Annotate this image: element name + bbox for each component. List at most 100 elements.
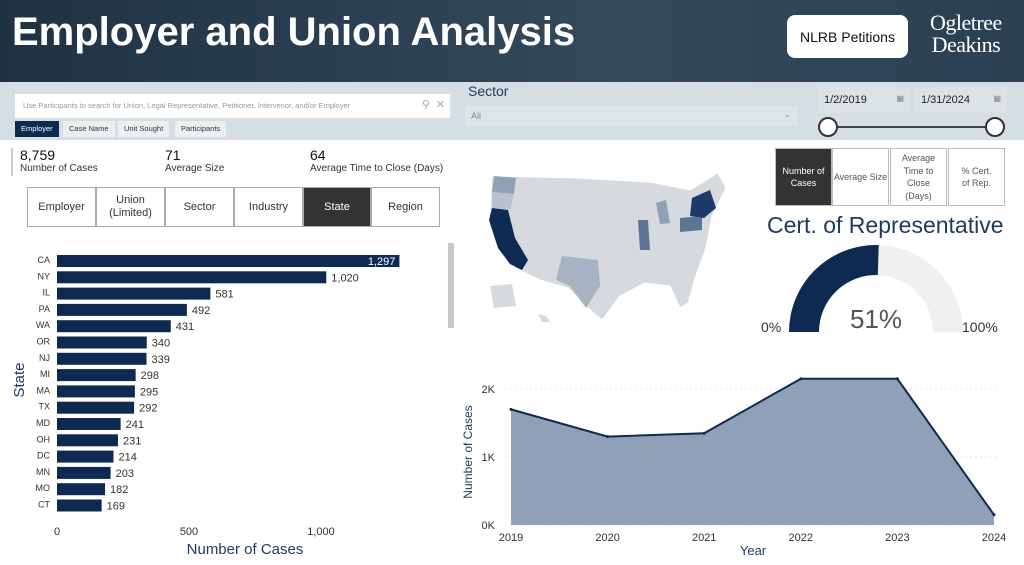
tab-union-limited[interactable]: Union (Limited) bbox=[96, 187, 165, 227]
kpi-label: Average Size bbox=[165, 163, 225, 174]
bar-value-label: 298 bbox=[141, 370, 159, 382]
bar-x-axis-title: Number of Cases bbox=[187, 541, 304, 558]
bar-category-label: CA bbox=[37, 255, 50, 265]
kpi-number-of-cases: 8,759 Number of Cases bbox=[20, 147, 98, 174]
search-tab-unit-sought[interactable]: Unit Sought bbox=[118, 121, 170, 137]
area-x-tick-label: 2024 bbox=[982, 532, 1006, 544]
measure-number-of-cases[interactable]: Number of Cases bbox=[775, 148, 832, 206]
date-slider-track[interactable] bbox=[828, 126, 995, 128]
area-x-tick-label: 2021 bbox=[692, 532, 716, 544]
tab-state[interactable]: State bbox=[303, 187, 371, 227]
bar-x-tick-label: 0 bbox=[54, 526, 60, 538]
map-state-il[interactable] bbox=[638, 220, 650, 250]
search-icon[interactable]: ⚲ bbox=[421, 99, 430, 111]
bar-chart-scrollbar[interactable] bbox=[448, 243, 454, 328]
close-icon[interactable]: ✕ bbox=[435, 99, 445, 111]
gauge-min-label: 0% bbox=[761, 319, 781, 335]
bar-category-label: WA bbox=[36, 320, 50, 330]
gauge-max-label: 100% bbox=[962, 319, 998, 335]
gauge-value: 51% bbox=[850, 304, 902, 334]
gauge-fill bbox=[789, 245, 879, 332]
kpi-value: 64 bbox=[310, 147, 326, 163]
us-map[interactable] bbox=[480, 168, 740, 328]
search-tab-participants[interactable]: Participants bbox=[175, 121, 227, 137]
bar bbox=[57, 401, 135, 414]
area-x-tick-label: 2022 bbox=[789, 532, 813, 544]
map-state-hi[interactable] bbox=[538, 314, 550, 322]
bar-value-label: 1,020 bbox=[331, 272, 359, 284]
map-state-tx[interactable] bbox=[556, 256, 600, 308]
date-slider-end-handle[interactable] bbox=[985, 117, 1005, 137]
bar bbox=[57, 499, 102, 512]
bar-category-label: NJ bbox=[39, 353, 50, 363]
search-tab-employer[interactable]: Employer bbox=[15, 121, 59, 137]
area-point bbox=[606, 435, 610, 439]
end-date: 1/31/2024 bbox=[921, 94, 970, 106]
bar-category-label: CT bbox=[38, 500, 50, 510]
bar bbox=[57, 385, 135, 398]
end-date-input[interactable]: 1/31/2024 ▦ bbox=[915, 87, 1007, 113]
tab-region[interactable]: Region bbox=[371, 187, 440, 227]
map-state-pa[interactable] bbox=[680, 216, 702, 232]
bar-category-label: OH bbox=[37, 434, 51, 444]
bar bbox=[57, 303, 187, 316]
map-land bbox=[489, 172, 727, 321]
bar-category-label: OR bbox=[37, 337, 51, 347]
bar bbox=[57, 336, 147, 349]
area-fill bbox=[511, 378, 994, 525]
measure-average-size[interactable]: Average Size bbox=[832, 148, 889, 206]
area-y-tick-label: 0K bbox=[482, 520, 496, 532]
bar bbox=[57, 450, 114, 463]
bar-category-label: MA bbox=[37, 385, 51, 395]
calendar-icon[interactable]: ▦ bbox=[896, 94, 904, 103]
area-y-tick-label: 2K bbox=[482, 384, 496, 396]
bar-category-label: NY bbox=[37, 271, 50, 281]
bar bbox=[57, 255, 400, 267]
area-point bbox=[702, 431, 706, 435]
calendar-icon[interactable]: ▦ bbox=[993, 94, 1001, 103]
measure-average-time-to-close[interactable]: Average Time to Close (Days) bbox=[890, 148, 947, 206]
bar-category-label: MN bbox=[36, 467, 50, 477]
nlrb-petitions-button[interactable]: NLRB Petitions bbox=[787, 15, 908, 58]
map-state-ak[interactable] bbox=[490, 284, 516, 308]
bar-value-label: 292 bbox=[139, 403, 157, 415]
map-state-ny[interactable] bbox=[690, 190, 716, 218]
tab-employer[interactable]: Employer bbox=[27, 187, 96, 227]
bar-category-label: MD bbox=[36, 418, 50, 428]
kpi-value: 71 bbox=[165, 147, 181, 163]
bar bbox=[57, 418, 121, 430]
search-placeholder: Use Participants to search for Union, Le… bbox=[23, 101, 351, 110]
bar-x-tick-label: 1,000 bbox=[307, 526, 335, 538]
tab-sector[interactable]: Sector bbox=[165, 187, 234, 227]
logo: Ogletree Deakins bbox=[930, 12, 1002, 56]
sector-dropdown[interactable]: All ⌄ bbox=[465, 106, 797, 126]
measure-pct-cert-of-rep[interactable]: % Cert. of Rep. bbox=[948, 148, 1005, 206]
tab-industry[interactable]: Industry bbox=[234, 187, 303, 227]
bar-category-label: DC bbox=[37, 451, 50, 461]
search-input[interactable]: Use Participants to search for Union, Le… bbox=[15, 94, 450, 118]
map-state-or[interactable] bbox=[492, 192, 514, 210]
kpi-divider bbox=[11, 148, 13, 176]
logo-line2: Deakins bbox=[931, 32, 1001, 57]
bar-value-label: 1,297 bbox=[368, 256, 396, 268]
bar bbox=[57, 483, 106, 496]
start-date-input[interactable]: 1/2/2019 ▦ bbox=[818, 87, 910, 113]
map-state-wa[interactable] bbox=[492, 176, 516, 194]
map-state-mi[interactable] bbox=[656, 200, 670, 224]
area-line bbox=[510, 377, 995, 516]
area-x-tick-label: 2019 bbox=[499, 532, 523, 544]
area-x-tick-label: 2020 bbox=[595, 532, 619, 544]
area-point bbox=[509, 407, 513, 411]
area-y-axis-title: Number of Cases bbox=[461, 405, 475, 498]
search-tab-case-name[interactable]: Case Name bbox=[63, 121, 115, 137]
map-state-ca[interactable] bbox=[489, 208, 528, 270]
bar-y-axis-title: State bbox=[11, 362, 28, 397]
date-slider-start-handle[interactable] bbox=[818, 117, 838, 137]
sector-label: Sector bbox=[468, 83, 509, 99]
kpi-label: Average Time to Close (Days) bbox=[310, 163, 444, 174]
bar bbox=[57, 287, 211, 300]
bar-value-label: 231 bbox=[123, 435, 141, 447]
bar bbox=[57, 271, 327, 284]
area-y-tick-label: 1K bbox=[482, 452, 496, 464]
bar-category-label: MO bbox=[36, 483, 51, 493]
